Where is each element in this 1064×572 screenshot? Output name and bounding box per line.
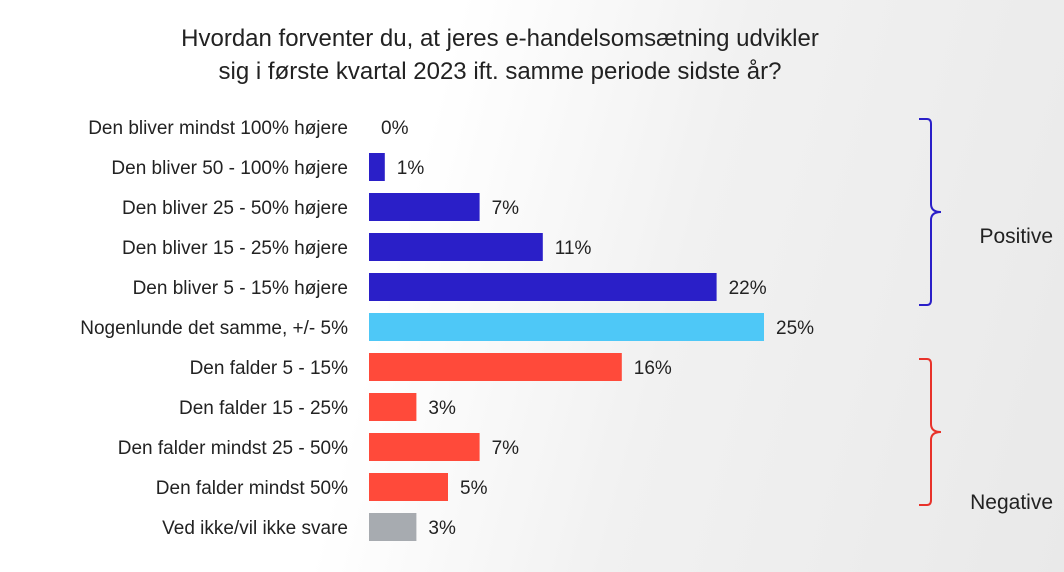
chart-title-line-2: sig i første kvartal 2023 ift. samme per… — [218, 58, 782, 85]
value-label: 1% — [397, 158, 425, 179]
category-label: Den falder 15 - 25% — [179, 398, 348, 419]
bar — [369, 393, 417, 421]
group-label: Negative — [970, 491, 1053, 514]
value-label: 5% — [460, 478, 488, 499]
bar — [369, 193, 480, 221]
bar — [369, 353, 622, 381]
bar — [369, 153, 385, 181]
value-label: 7% — [492, 438, 520, 459]
value-label: 16% — [634, 358, 672, 379]
group-label: Positive — [979, 225, 1053, 248]
value-label: 3% — [428, 518, 456, 539]
bar — [369, 433, 480, 461]
category-label: Den bliver mindst 100% højere — [88, 118, 348, 139]
bar — [369, 513, 417, 541]
value-label: 0% — [381, 118, 409, 139]
chart-title: Hvordan forventer du, at jeres e-handels… — [0, 22, 1000, 88]
value-label: 25% — [776, 318, 814, 339]
group-bracket — [919, 118, 942, 306]
bar — [369, 473, 448, 501]
category-label: Den falder mindst 25 - 50% — [118, 438, 348, 459]
category-label: Den falder mindst 50% — [156, 478, 348, 499]
category-label: Den bliver 5 - 15% højere — [133, 278, 348, 299]
bar — [369, 273, 717, 301]
value-label: 22% — [729, 278, 767, 299]
bar — [369, 313, 764, 341]
value-label: 7% — [492, 198, 520, 219]
category-label: Den bliver 25 - 50% højere — [122, 198, 348, 219]
bar — [369, 233, 543, 261]
category-label: Ved ikke/vil ikke svare — [162, 518, 348, 539]
category-label: Nogenlunde det samme, +/- 5% — [80, 318, 348, 339]
value-label: 11% — [555, 238, 592, 259]
value-label: 3% — [428, 398, 456, 419]
category-label: Den falder 5 - 15% — [190, 358, 349, 379]
category-label: Den bliver 50 - 100% højere — [111, 158, 348, 179]
category-label: Den bliver 15 - 25% højere — [122, 238, 348, 259]
group-bracket — [919, 358, 942, 506]
chart-title-line-1: Hvordan forventer du, at jeres e-handels… — [181, 25, 819, 52]
